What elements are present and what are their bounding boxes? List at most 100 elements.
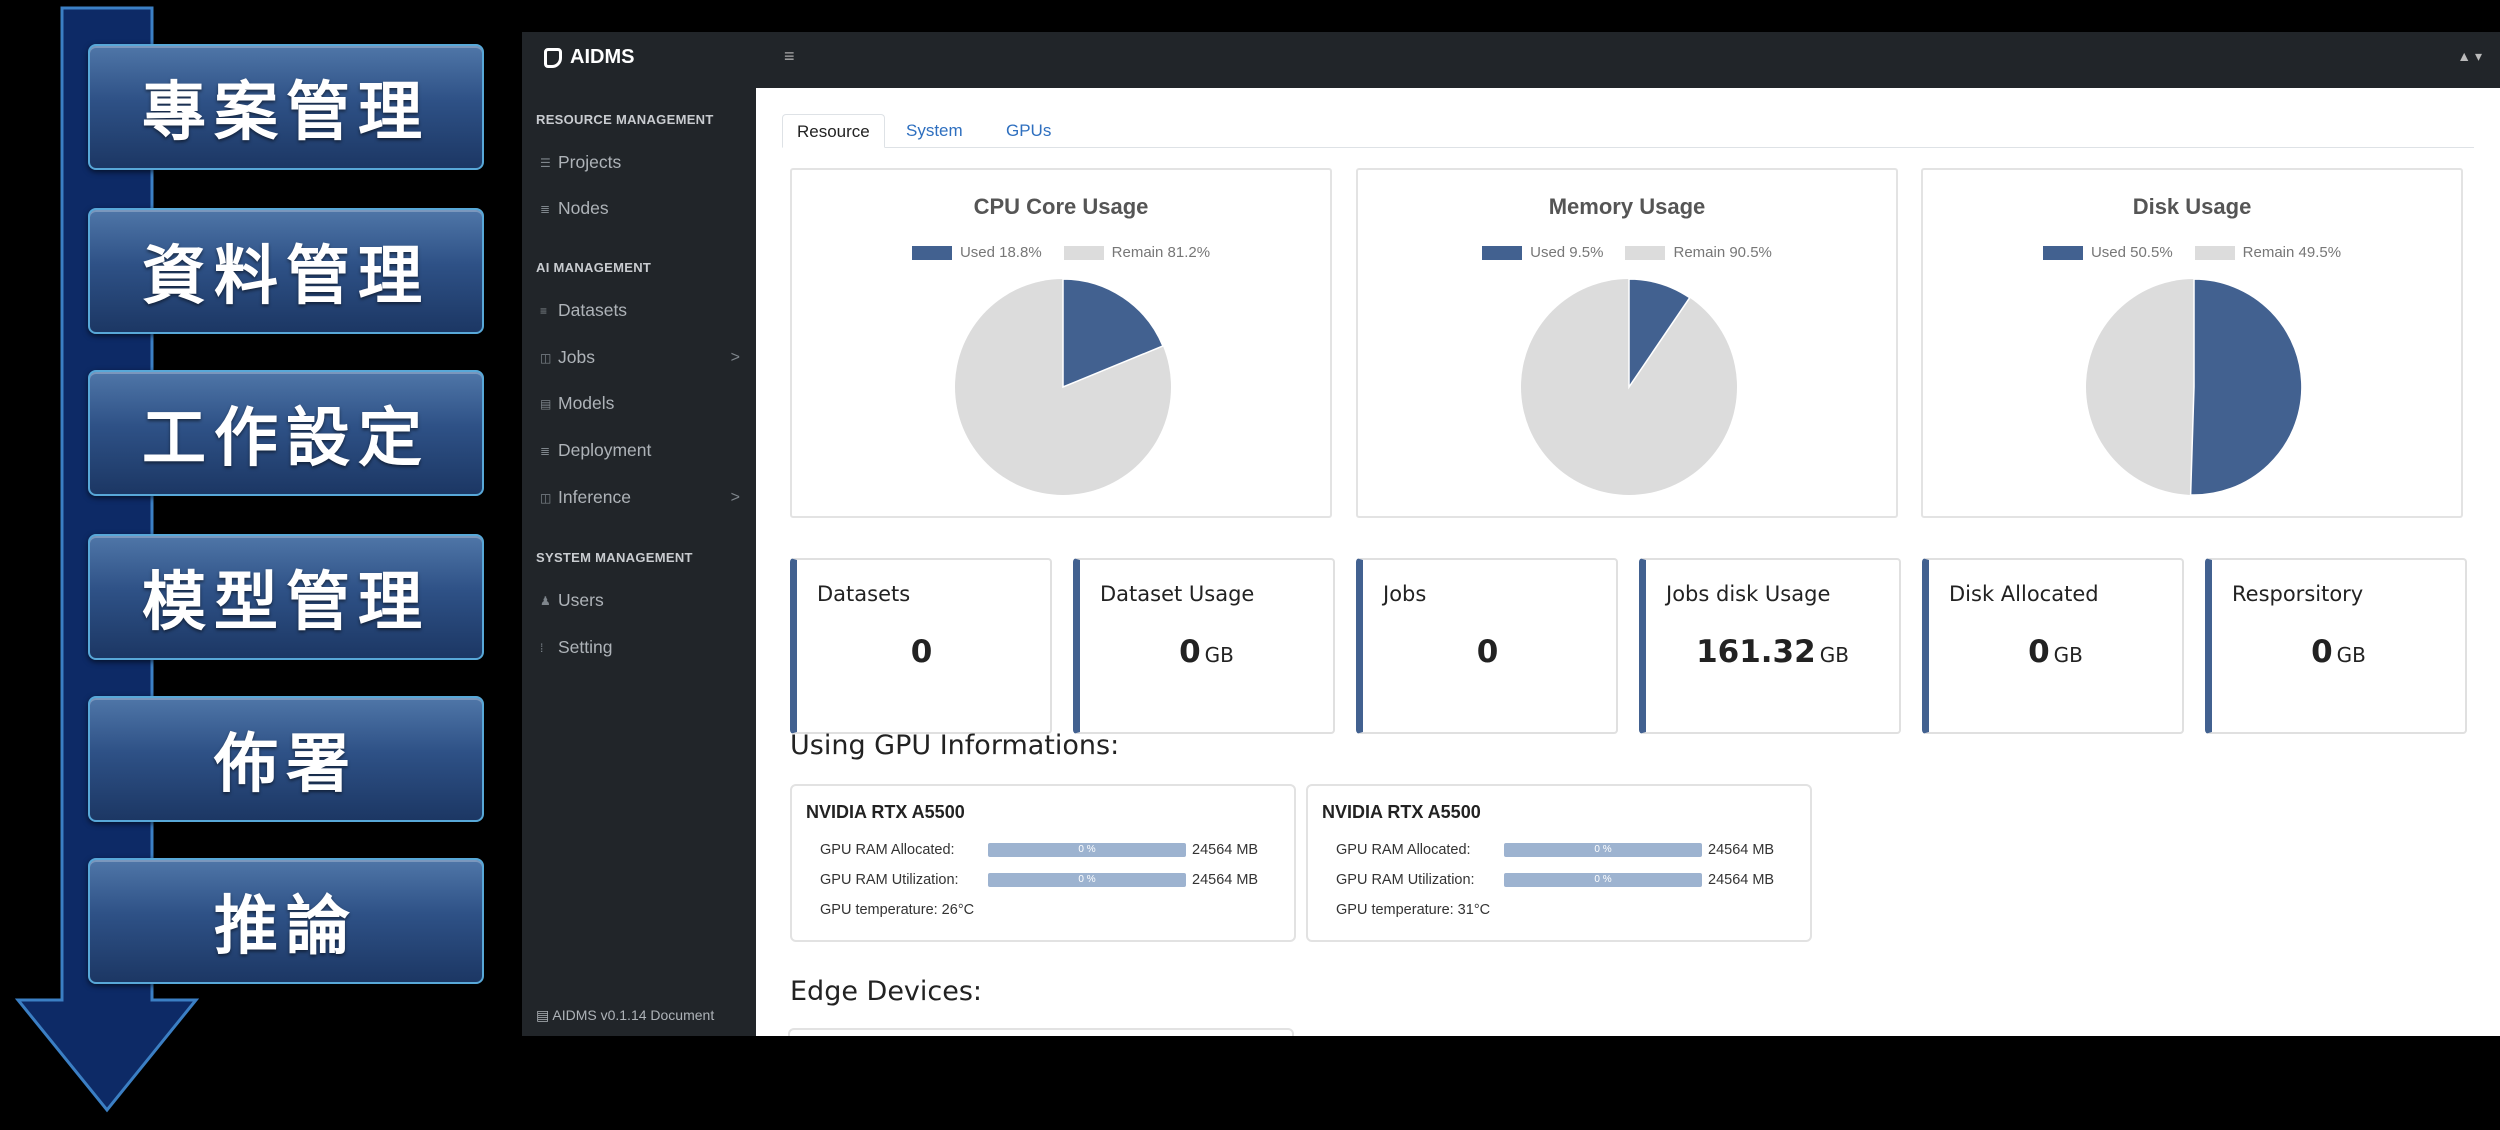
progress-bar: 0 % [1504,843,1702,857]
gpu-section-title: Using GPU Informations: [790,730,1120,761]
tab-gpus[interactable]: GPUs [1006,121,1052,140]
stat-card-jobs: Jobs 0 [1356,558,1618,734]
cpu-usage-card: CPU Core Usage Used 18.8% Remain 81.2% [790,168,1332,518]
workflow-step-label: 專案管理 [142,76,430,150]
edge-device-card [788,1028,1294,1036]
legend-remain: Remain 49.5% [2194,244,2342,261]
row-label: GPU RAM Allocated: [820,842,955,858]
gpu-temperature-row: GPU temperature: 26°C [820,902,975,918]
workflow-step-job: 工作設定 [88,370,484,496]
legend-remain: Remain 81.2% [1063,244,1211,261]
row-label: GPU RAM Utilization: [1336,872,1475,888]
user-menu-icon[interactable]: ▲ ▾ [2457,48,2482,64]
brand-logo[interactable]: AIDMS [544,46,634,69]
sidebar-item-label: Models [558,393,615,413]
disk-pie-chart [2086,278,2303,496]
stat-unit: GB [1819,643,1849,667]
memory-pie-chart [1521,278,1737,495]
chevron-right-icon: > [730,348,740,366]
chart-title: CPU Core Usage [973,194,1149,219]
gpu-ram-utilization-row: GPU RAM Utilization: 0 % 24564 MB [820,870,1258,890]
legend-label: Remain 81.2% [1111,244,1211,261]
sidebar-item-label: Deployment [558,440,652,460]
row-total: 24564 MB [1708,872,1775,888]
sidebar-item-inference[interactable]: ◫ Inference > [540,487,746,508]
sidebar-item-label: Jobs [558,347,595,367]
document-icon: ▤ [536,1007,553,1023]
sidebar-item-nodes[interactable]: ≣ Nodes [540,198,746,219]
legend-swatch [2042,245,2083,260]
sidebar-item-label: Setting [558,637,613,657]
legend-label: Used 50.5% [2090,244,2173,261]
gear-icon: ⁞ [540,640,544,655]
workflow-step-deploy: 佈署 [88,696,484,822]
sidebar-heading-resource: RESOURCE MANAGEMENT [536,112,714,127]
stat-value: 0 [1363,634,1616,670]
progress-text: 0 % [1594,844,1612,855]
legend-remain: Remain 90.5% [1625,244,1772,261]
chart-legend: Used 18.8% Remain 81.2% [792,244,1330,261]
user-icon: ♟ [540,593,551,608]
memory-usage-card: Memory Usage Used 9.5% Remain 90.5% [1356,168,1898,518]
gpu-temperature-row: GPU temperature: 31°C [1336,902,1491,918]
sidebar-item-setting[interactable]: ⁞ Setting [540,637,746,658]
stat-value: 0 GB [1080,634,1333,670]
gpu-card: NVIDIA RTX A5500 GPU RAM Allocated: 0 % … [1306,784,1812,942]
workflow-step-label: 資料管理 [142,240,430,314]
stat-label: Jobs disk Usage [1666,582,1831,606]
stat-unit: GB [1204,643,1234,667]
sidebar-heading-ai: AI MANAGEMENT [536,260,652,275]
workflow-step-label: 模型管理 [142,566,430,640]
cpu-pie-chart [955,278,1171,495]
progress-text: 0 % [1078,844,1096,855]
sidebar-item-label: Inference [558,487,631,507]
sidebar-item-label: Nodes [558,198,609,218]
pie-slice-used [1628,278,1691,390]
sidebar-item-projects[interactable]: ☰ Projects [540,152,746,173]
chart-title: Disk Usage [2132,194,2252,219]
workflow-step-label: 工作設定 [142,402,430,476]
tab-system[interactable]: System [906,121,963,140]
sidebar-item-models[interactable]: ▤ Models [540,393,746,414]
stat-number: 0 [2028,634,2050,670]
stat-value: 0 [797,634,1050,670]
pie-slice-used [2189,278,2303,496]
chevron-right-icon: > [730,488,740,506]
sidebar-item-users[interactable]: ♟ Users [540,590,746,611]
disk-usage-card: Disk Usage Used 50.5% Remain 49.5% [1921,168,2463,518]
legend-label: Remain 49.5% [2242,244,2342,261]
gpu-name: NVIDIA RTX A5500 [806,802,965,822]
edge-devices-title: Edge Devices: [790,976,983,1007]
sidebar-item-jobs[interactable]: ◫ Jobs > [540,347,746,368]
documentation-link[interactable]: ▤ AIDMS v0.1.14 Document [536,1007,714,1024]
briefcase-icon: ◫ [540,350,552,365]
stat-number: 0 [910,634,933,670]
legend-swatch [1063,245,1104,260]
legend-label: Used 9.5% [1530,244,1604,261]
brand-name: AIDMS [570,46,635,68]
sidebar-item-label: Datasets [558,300,628,320]
bolt-icon: ◫ [540,490,552,505]
menu-toggle-icon[interactable]: ≡ [784,46,795,66]
workflow-step-label: 推論 [214,890,358,964]
legend-used: Used 18.8% [911,244,1042,261]
progress-text: 0 % [1594,874,1612,885]
row-total: 24564 MB [1708,842,1775,858]
stat-label: Dataset Usage [1100,582,1255,606]
database-icon: ≡ [540,303,548,318]
documentation-label: AIDMS v0.1.14 Document [552,1007,715,1023]
brand-icon [544,47,562,68]
progress-bar: 0 % [988,843,1186,857]
stat-card-dataset-usage: Dataset Usage 0 GB [1073,558,1335,734]
sidebar-item-deployment[interactable]: ≣ Deployment [540,440,746,461]
row-label: GPU RAM Utilization: [820,872,959,888]
legend-label: Used 18.8% [959,244,1042,261]
legend-used: Used 50.5% [2042,244,2173,261]
row-total: 24564 MB [1192,842,1259,858]
row-label: GPU RAM Allocated: [1336,842,1471,858]
chart-title: Memory Usage [1548,194,1706,219]
sidebar-item-datasets[interactable]: ≡ Datasets [540,300,746,321]
stat-label: Jobs [1383,582,1427,606]
stat-card-repository: Resporsitory 0 GB [2205,558,2467,734]
tab-resource[interactable]: Resource [782,114,885,148]
